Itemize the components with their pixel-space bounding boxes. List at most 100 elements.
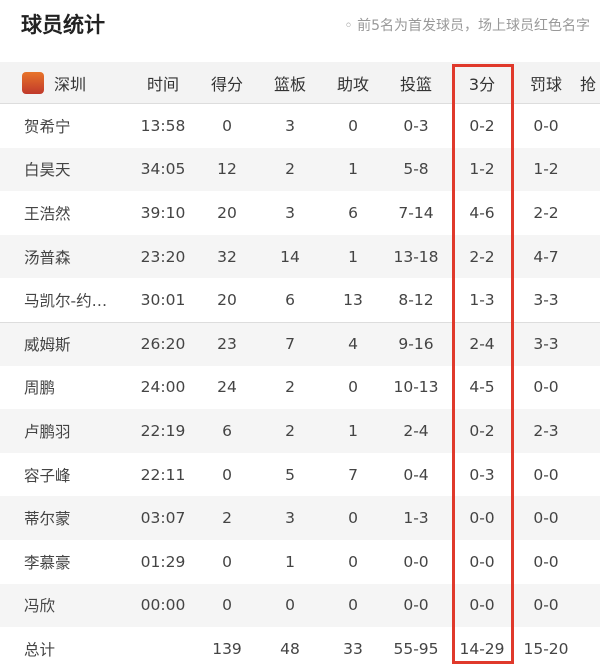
- col-fg[interactable]: 投篮: [399, 74, 432, 94]
- minutes: 39:10: [140, 203, 186, 222]
- ft: 4-7: [533, 247, 559, 266]
- assists: 0: [348, 509, 358, 528]
- player-name[interactable]: 冯欣: [24, 597, 56, 616]
- 3pt: 0-0: [469, 509, 495, 528]
- ft: 0-0: [533, 552, 559, 571]
- 3pt: 0-2: [469, 116, 495, 135]
- assists: 1: [348, 421, 358, 440]
- total-points: 139: [212, 639, 242, 658]
- total-fg: 55-95: [393, 639, 439, 658]
- points: 20: [217, 291, 237, 310]
- table-row[interactable]: 贺希宁 13:58 0 3 0 0-3 0-2 0-0: [0, 104, 600, 148]
- rebounds: 0: [285, 596, 295, 615]
- points: 0: [222, 596, 232, 615]
- assists: 1: [348, 160, 358, 179]
- fg: 2-4: [403, 421, 429, 440]
- table-row[interactable]: 李慕豪 01:29 0 1 0 0-0 0-0 0-0: [0, 540, 600, 584]
- table-row[interactable]: 王浩然 39:10 20 3 6 7-14 4-6 2-2: [0, 191, 600, 235]
- col-ft[interactable]: 罚球: [529, 74, 562, 94]
- total-3pt: 14-29: [459, 639, 505, 658]
- player-name[interactable]: 卢鹏羽: [24, 422, 71, 441]
- player-name[interactable]: 威姆斯: [24, 336, 71, 355]
- assists: 6: [348, 203, 358, 222]
- rebounds: 2: [285, 378, 295, 397]
- table-row[interactable]: 汤普森 23:20 32 14 1 13-18 2-2 4-7: [0, 234, 600, 279]
- table-row[interactable]: 冯欣 00:00 0 0 0 0-0 0-0 0-0: [0, 583, 600, 628]
- points: 2: [222, 509, 232, 528]
- rebounds: 1: [285, 552, 295, 571]
- 3pt: 0-0: [469, 596, 495, 615]
- player-name[interactable]: 容子峰: [24, 466, 71, 485]
- table-row[interactable]: 白昊天 34:05 12 2 1 5-8 1-2 1-2: [0, 147, 600, 192]
- minutes: 00:00: [140, 596, 186, 615]
- col-3pt[interactable]: 3分: [468, 74, 496, 94]
- 3pt: 0-0: [469, 552, 495, 571]
- total-label: 总计: [24, 640, 56, 659]
- col-points[interactable]: 得分: [210, 74, 243, 94]
- table-row[interactable]: 卢鹏羽 22:19 6 2 1 2-4 0-2 2-3: [0, 409, 600, 453]
- table-row[interactable]: 容子峰 22:11 0 5 7 0-4 0-3 0-0: [0, 453, 600, 497]
- player-name[interactable]: 蒂尔蒙: [24, 510, 71, 529]
- 3pt: 2-2: [469, 247, 495, 266]
- ft: 3-3: [533, 291, 559, 310]
- fg: 10-13: [393, 378, 439, 397]
- player-name[interactable]: 贺希宁: [24, 117, 71, 136]
- fg: 8-12: [398, 291, 434, 310]
- player-name[interactable]: 王浩然: [24, 204, 71, 223]
- fg: 0-0: [403, 596, 429, 615]
- assists: 0: [348, 116, 358, 135]
- 3pt: 2-4: [469, 335, 495, 354]
- ft: 0-0: [533, 596, 559, 615]
- player-name[interactable]: 白昊天: [24, 161, 71, 180]
- table-row[interactable]: 蒂尔蒙 03:07 2 3 0 1-3 0-0 0-0: [0, 496, 600, 540]
- minutes: 24:00: [140, 378, 186, 397]
- table-header: 深圳 时间 得分 篮板 助攻 投篮 3分 罚球 抢: [0, 62, 600, 104]
- fg: 0-4: [403, 465, 429, 484]
- starter-note: ◦ 前5名为首发球员，场上球员红色名字: [344, 18, 590, 34]
- points: 23: [217, 335, 237, 354]
- rebounds: 6: [285, 291, 295, 310]
- total-ft: 15-20: [523, 639, 569, 658]
- minutes: 26:20: [140, 335, 186, 354]
- ft: 3-3: [533, 335, 559, 354]
- player-name[interactable]: 汤普森: [24, 248, 71, 267]
- col-steals[interactable]: 抢: [580, 74, 597, 94]
- points: 6: [222, 421, 232, 440]
- table-row[interactable]: 周鹏 24:00 24 2 0 10-13 4-5 0-0: [0, 366, 600, 410]
- ft: 1-2: [533, 160, 559, 179]
- player-name[interactable]: 马凯尔-约…: [24, 292, 108, 311]
- fg: 13-18: [393, 247, 439, 266]
- col-rebounds[interactable]: 篮板: [273, 74, 306, 94]
- table-row[interactable]: 威姆斯 26:20 23 7 4 9-16 2-4 3-3: [0, 321, 600, 366]
- player-stats-table: 深圳 时间 得分 篮板 助攻 投篮 3分 罚球 抢 贺希宁 13:58 0 3 0 0-3…: [0, 62, 600, 671]
- minutes: 22:11: [140, 465, 186, 484]
- fg: 9-16: [398, 335, 434, 354]
- ft: 0-0: [533, 509, 559, 528]
- assists: 0: [348, 552, 358, 571]
- col-time[interactable]: 时间: [146, 74, 179, 94]
- rebounds: 7: [285, 335, 295, 354]
- minutes: 03:07: [140, 509, 186, 528]
- 3pt: 0-3: [469, 465, 495, 484]
- assists: 13: [343, 291, 363, 310]
- col-assists[interactable]: 助攻: [336, 74, 369, 94]
- minutes: 01:29: [140, 552, 186, 571]
- rebounds: 5: [285, 465, 295, 484]
- player-name[interactable]: 李慕豪: [24, 553, 71, 572]
- rebounds: 3: [285, 116, 295, 135]
- ft: 2-2: [533, 203, 559, 222]
- rebounds: 3: [285, 203, 295, 222]
- 3pt: 4-5: [469, 378, 495, 397]
- rebounds: 14: [280, 247, 300, 266]
- total-rebounds: 48: [280, 639, 300, 658]
- points: 32: [217, 247, 237, 266]
- fg: 7-14: [398, 203, 434, 222]
- table-row[interactable]: 马凯尔-约… 30:01 20 6 13 8-12 1-3 3-3: [0, 278, 600, 322]
- 3pt: 1-2: [469, 160, 495, 179]
- rebounds: 3: [285, 509, 295, 528]
- player-name[interactable]: 周鹏: [24, 379, 56, 398]
- fg: 0-0: [403, 552, 429, 571]
- points: 0: [222, 116, 232, 135]
- minutes: 22:19: [140, 421, 186, 440]
- assists: 1: [348, 247, 358, 266]
